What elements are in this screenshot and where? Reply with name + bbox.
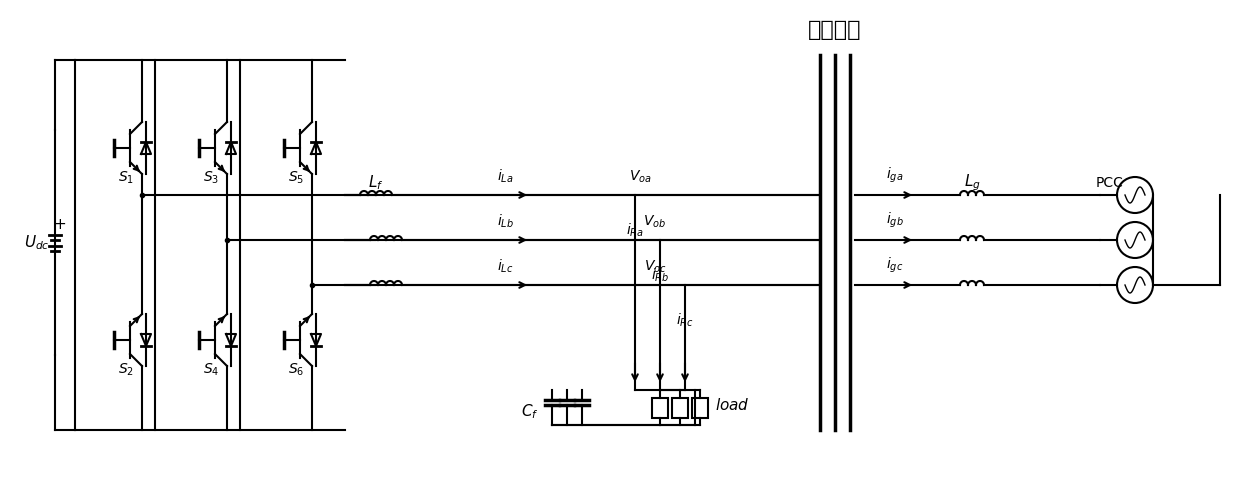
Text: $i_{Ra}$: $i_{Ra}$: [626, 221, 644, 239]
Text: $i_{gb}$: $i_{gb}$: [886, 211, 904, 230]
Text: $i_{Rc}$: $i_{Rc}$: [676, 311, 694, 329]
Bar: [693, 398, 707, 418]
Text: $V_{oa}$: $V_{oa}$: [628, 168, 652, 185]
Text: $U_{dc}$: $U_{dc}$: [25, 233, 50, 252]
Text: +: +: [53, 217, 67, 232]
Text: $S_6$: $S_6$: [287, 362, 304, 378]
Text: $S_2$: $S_2$: [118, 362, 134, 378]
Text: $V_{oc}$: $V_{oc}$: [644, 259, 667, 275]
Text: $S_3$: $S_3$: [203, 170, 219, 186]
Text: $C_f$: $C_f$: [522, 403, 539, 421]
Text: $S_4$: $S_4$: [203, 362, 219, 378]
Bar: [672, 398, 688, 418]
Text: $i_{gc}$: $i_{gc}$: [886, 256, 903, 275]
Text: $L_f$: $L_f$: [368, 174, 384, 192]
Text: $i_{La}$: $i_{La}$: [497, 167, 513, 185]
Text: $S_5$: $S_5$: [287, 170, 304, 186]
Text: $i_{Rb}$: $i_{Rb}$: [650, 266, 669, 284]
Text: $i_{Lb}$: $i_{Lb}$: [497, 213, 513, 230]
Text: $L_g$: $L_g$: [964, 173, 980, 193]
Text: $S_1$: $S_1$: [118, 170, 134, 186]
Text: $V_{ob}$: $V_{ob}$: [643, 214, 667, 230]
Text: $load$: $load$: [715, 397, 750, 413]
Text: $i_{ga}$: $i_{ga}$: [886, 166, 903, 185]
Text: PCC: PCC: [1097, 176, 1124, 190]
Text: 微网母线: 微网母线: [808, 20, 862, 40]
Text: $i_{Lc}$: $i_{Lc}$: [497, 258, 513, 275]
Bar: [652, 398, 668, 418]
